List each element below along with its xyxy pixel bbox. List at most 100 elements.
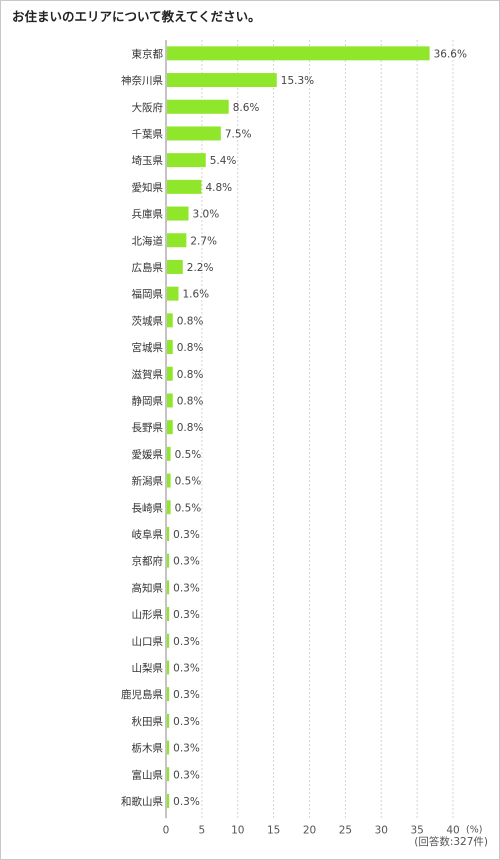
category-label: 長崎県 <box>132 501 164 514</box>
bar <box>167 46 430 61</box>
bar <box>167 687 170 702</box>
x-unit-label: (%) <box>466 824 482 835</box>
x-tick-label: 10 <box>231 824 244 836</box>
bar <box>167 740 170 755</box>
category-label: 茨城県 <box>132 314 164 327</box>
value-label: 0.5% <box>175 476 202 488</box>
category-label: 神奈川県 <box>121 74 163 87</box>
value-label: 0.3% <box>173 529 200 541</box>
value-label: 0.5% <box>175 449 202 461</box>
bar <box>167 580 170 595</box>
bar <box>167 179 202 194</box>
bar <box>167 233 187 248</box>
bar <box>167 313 173 328</box>
value-label: 0.5% <box>175 502 202 514</box>
category-label: 長野県 <box>132 422 164 434</box>
value-label: 0.8% <box>177 422 204 434</box>
value-label: 0.3% <box>173 769 200 781</box>
bar <box>167 526 170 541</box>
x-tick-label: 35 <box>410 824 423 836</box>
category-label: 広島県 <box>132 261 164 274</box>
category-label: 京都府 <box>132 555 164 568</box>
bar <box>167 126 221 141</box>
bar <box>167 73 277 88</box>
value-label: 0.3% <box>173 582 200 594</box>
bar <box>167 473 171 488</box>
bar <box>167 340 173 355</box>
value-label: 0.8% <box>177 342 204 354</box>
category-label: 岐阜県 <box>132 528 164 541</box>
category-label: 栃木県 <box>132 742 164 755</box>
bar <box>167 420 173 435</box>
value-label: 0.3% <box>173 716 200 728</box>
value-label: 0.3% <box>173 743 200 755</box>
bar <box>167 660 170 675</box>
x-tick-label: 15 <box>267 824 280 836</box>
value-label: 7.5% <box>225 128 252 140</box>
value-label: 2.2% <box>187 262 214 274</box>
bar <box>167 259 183 274</box>
x-tick-label: 40 <box>446 824 459 836</box>
bar <box>167 206 189 221</box>
category-label: 鹿児島県 <box>121 688 163 701</box>
category-label: 滋賀県 <box>132 368 164 381</box>
category-label: 山形県 <box>132 609 164 621</box>
x-tick-label: 20 <box>303 824 316 836</box>
value-label: 0.3% <box>173 609 200 621</box>
value-label: 0.8% <box>177 395 204 407</box>
value-label: 36.6% <box>434 48 467 60</box>
category-label: 愛媛県 <box>132 448 164 461</box>
value-label: 4.8% <box>205 182 232 194</box>
chart-title: お住まいのエリアについて教えてください。 <box>12 9 261 24</box>
value-label: 0.3% <box>173 556 200 568</box>
category-label: 静岡県 <box>132 394 164 407</box>
category-label: 愛知県 <box>132 181 164 194</box>
respondents-note: (回答数:327件) <box>414 836 488 848</box>
bar <box>167 393 173 408</box>
category-label: 東京都 <box>132 47 164 60</box>
category-label: 和歌山県 <box>121 795 163 808</box>
x-tick-label: 0 <box>163 824 170 836</box>
category-label: 新潟県 <box>132 475 164 488</box>
category-label: 富山県 <box>132 768 164 781</box>
category-label: 宮城県 <box>132 341 164 354</box>
bar <box>167 633 170 648</box>
category-label: 兵庫県 <box>132 208 164 221</box>
bar <box>167 99 229 114</box>
bar <box>167 500 171 515</box>
bar <box>167 553 170 568</box>
value-label: 5.4% <box>210 155 237 167</box>
category-label: 秋田県 <box>132 715 164 728</box>
category-label: 高知県 <box>132 581 164 594</box>
value-label: 0.8% <box>177 369 204 381</box>
bar <box>167 793 170 808</box>
value-label: 1.6% <box>182 289 209 301</box>
category-label: 千葉県 <box>132 127 164 140</box>
bar <box>167 607 170 622</box>
bar <box>167 446 171 461</box>
bar <box>167 366 173 381</box>
bar <box>167 713 170 728</box>
category-label: 福岡県 <box>132 288 164 301</box>
category-label: 埼玉県 <box>132 154 164 167</box>
value-label: 2.7% <box>190 235 217 247</box>
category-label: 山口県 <box>132 636 164 648</box>
value-label: 0.3% <box>173 636 200 648</box>
value-label: 3.0% <box>193 209 220 221</box>
bar <box>167 153 206 168</box>
category-label: 山梨県 <box>132 661 164 674</box>
x-tick-label: 30 <box>375 824 388 836</box>
value-label: 15.3% <box>281 75 314 87</box>
value-label: 0.3% <box>173 662 200 674</box>
x-tick-label: 25 <box>339 824 352 836</box>
bar <box>167 286 179 301</box>
value-label: 0.3% <box>173 689 200 701</box>
x-tick-label: 5 <box>199 824 206 836</box>
value-label: 8.6% <box>233 102 260 114</box>
value-label: 0.8% <box>177 315 204 327</box>
category-label: 北海道 <box>132 234 164 247</box>
value-label: 0.3% <box>173 796 200 808</box>
bar <box>167 767 170 782</box>
category-label: 大阪府 <box>132 101 164 114</box>
